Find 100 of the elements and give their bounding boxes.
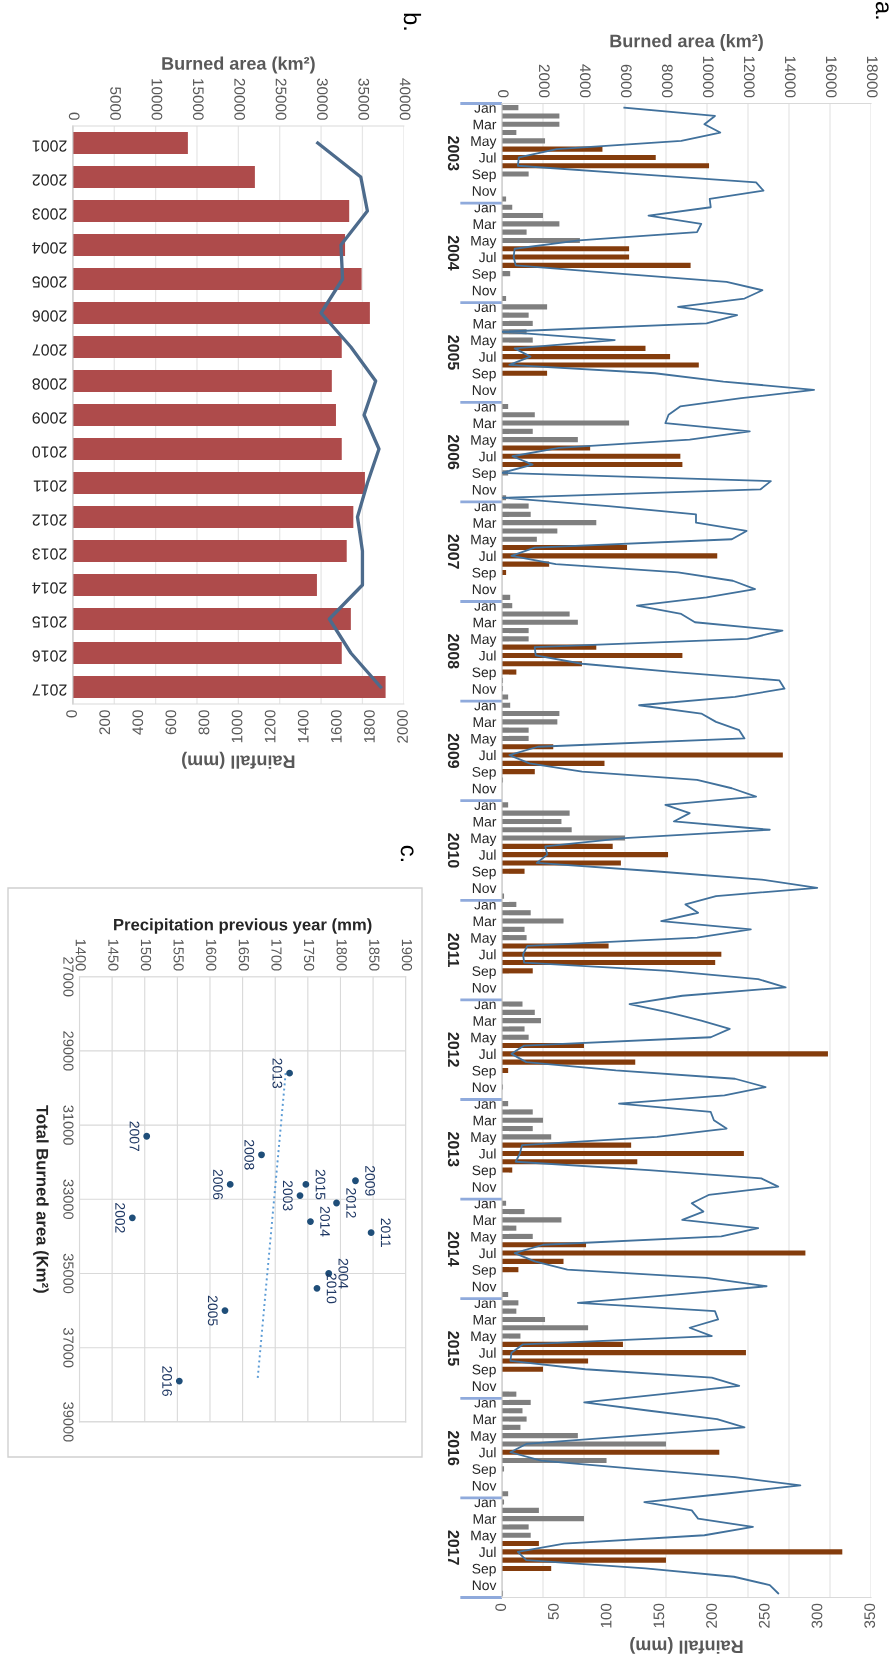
text: 2003 bbox=[447, 136, 460, 171]
annotation: 2012 bbox=[346, 1188, 357, 1218]
y-tick-label: Nov bbox=[472, 385, 497, 396]
annotation: 2008 bbox=[244, 1140, 255, 1170]
y-tick-label: Sep bbox=[472, 1563, 496, 1577]
x-tick-label: 0 bbox=[495, 1603, 507, 1611]
y-tick-label: Nov bbox=[472, 883, 497, 894]
y-tick-label: Sep bbox=[472, 1264, 496, 1278]
y-tick-label: 2003 bbox=[32, 208, 67, 220]
y-tick-label: Jan bbox=[474, 202, 496, 213]
x2-tick-label: 8000 bbox=[661, 64, 673, 98]
x2-axis-title: Burned area (km²) bbox=[610, 34, 763, 51]
annotation: 2015 bbox=[315, 1169, 326, 1200]
text: 2004 bbox=[447, 235, 460, 271]
text: 2011 bbox=[447, 933, 460, 967]
text: 2007 bbox=[447, 534, 460, 569]
y-tick-label: Sep bbox=[472, 667, 496, 680]
y-tick-label: Nov bbox=[472, 285, 497, 296]
annotation: 2009 bbox=[365, 1166, 375, 1196]
y-tick-label: 29000 bbox=[63, 1031, 74, 1071]
y-tick-label: 39000 bbox=[63, 1402, 74, 1442]
x-tick-label: 1800 bbox=[363, 710, 375, 743]
x-tick-label: 2000 bbox=[397, 710, 408, 743]
x-tick-label: 1800 bbox=[336, 939, 347, 971]
x-tick-label: 300 bbox=[811, 1603, 823, 1628]
chart-title: b. bbox=[403, 13, 422, 30]
y-tick-label: Sep bbox=[472, 966, 496, 979]
x2-tick-label: 0 bbox=[497, 90, 509, 98]
y-tick-label: 27000 bbox=[63, 957, 74, 997]
x-tick-label: 50 bbox=[548, 1603, 559, 1620]
y-tick-label: May bbox=[471, 435, 497, 448]
x-tick-label: 800 bbox=[198, 710, 210, 735]
x2-tick-label: 14000 bbox=[784, 56, 796, 98]
y-tick-label: May bbox=[471, 1132, 497, 1145]
x-axis-title: Rainfall (mm) bbox=[182, 751, 295, 769]
y-tick-label: Sep bbox=[472, 766, 496, 780]
y-tick-label: Mar bbox=[473, 916, 497, 927]
x-tick-label: 1700 bbox=[271, 939, 282, 971]
annotation: 2014 bbox=[320, 1206, 330, 1237]
y-tick-label: Mar bbox=[473, 1016, 497, 1026]
y-tick-label: Jul bbox=[478, 1148, 496, 1159]
y-tick-label: Jan bbox=[474, 700, 496, 711]
y-tick-label: 2006 bbox=[32, 310, 67, 322]
annotation: 2007 bbox=[129, 1121, 140, 1151]
y-tick-label: 2015 bbox=[32, 616, 67, 628]
y-tick-label: May bbox=[471, 335, 497, 348]
chart-title: a. bbox=[875, 2, 889, 19]
y-tick-label: Mar bbox=[473, 1215, 497, 1226]
y-tick-label: Sep bbox=[472, 567, 496, 581]
y-tick-label: 33000 bbox=[63, 1179, 74, 1220]
x-tick-label: 350 bbox=[864, 1603, 876, 1628]
y-tick-label: 2001 bbox=[32, 140, 67, 152]
y-tick-label: May bbox=[471, 634, 497, 647]
y-tick-label: Jan bbox=[474, 1397, 496, 1408]
y-tick-label: Sep bbox=[472, 1165, 496, 1178]
y-tick-label: 37000 bbox=[63, 1327, 74, 1368]
y-tick-label: Mar bbox=[473, 717, 497, 728]
x2-tick-label: 10000 bbox=[151, 79, 163, 120]
y-tick-label: Nov bbox=[472, 783, 497, 794]
y-tick-label: Sep bbox=[472, 268, 496, 282]
y-tick-label: May bbox=[471, 235, 497, 249]
x-tick-label: 100 bbox=[600, 1603, 612, 1628]
x-tick-label: 1500 bbox=[140, 939, 152, 971]
y-tick-label: Sep bbox=[472, 368, 496, 382]
x-tick-label: 400 bbox=[132, 710, 144, 735]
y-tick-label: Sep bbox=[472, 1065, 496, 1079]
x2-tick-label: 35000 bbox=[358, 78, 370, 120]
y-tick-label: Nov bbox=[472, 484, 497, 495]
y-tick-label: Jul bbox=[478, 1347, 496, 1358]
y-tick-label: Jul bbox=[478, 750, 496, 761]
annotation: 2010 bbox=[326, 1273, 337, 1304]
y-tick-label: Jul bbox=[478, 451, 496, 462]
y-tick-label: Sep bbox=[472, 468, 496, 481]
x-tick-label: 1400 bbox=[75, 939, 86, 971]
x-tick-label: 1850 bbox=[369, 939, 380, 971]
y-tick-label: Jul bbox=[478, 949, 496, 960]
y-tick-label: Jan bbox=[474, 899, 496, 910]
y-tick-label: Sep bbox=[472, 866, 496, 880]
text: 2005 bbox=[447, 335, 460, 370]
y-tick-label: Mar bbox=[473, 1514, 497, 1524]
y-axis-title: Total Burned area (Km²) bbox=[33, 1105, 49, 1293]
x2-tick-label: 40000 bbox=[399, 78, 411, 120]
y-tick-label: May bbox=[471, 733, 497, 747]
y-tick-label: Jan bbox=[474, 1198, 496, 1209]
y-tick-label: Nov bbox=[472, 1082, 497, 1093]
y-tick-label: Nov bbox=[472, 1381, 497, 1392]
y-tick-label: 2004 bbox=[32, 242, 67, 254]
y-tick-label: Jul bbox=[478, 1248, 496, 1259]
x-tick-label: 1550 bbox=[173, 939, 184, 971]
x2-tick-label: 4000 bbox=[579, 64, 591, 98]
text: 2008 bbox=[447, 634, 460, 669]
y-tick-label: May bbox=[471, 534, 497, 548]
x-tick-label: 1400 bbox=[297, 710, 309, 743]
y-tick-label: Jul bbox=[478, 252, 496, 263]
text: 2014 bbox=[447, 1231, 460, 1267]
x2-tick-label: 10000 bbox=[702, 56, 714, 98]
chart-title: c. bbox=[400, 845, 414, 862]
annotation: 2005 bbox=[207, 1295, 218, 1326]
y-tick-label: 2014 bbox=[32, 582, 67, 594]
x-tick-label: 150 bbox=[653, 1603, 665, 1628]
